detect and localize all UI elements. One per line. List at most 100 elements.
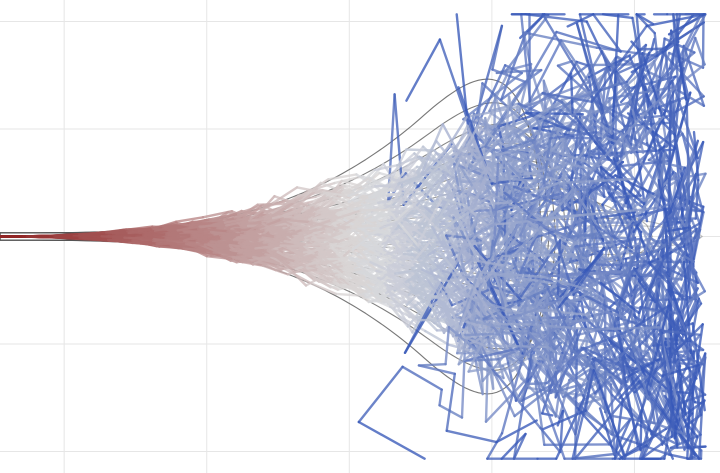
trajectory-91-segment-26 xyxy=(636,422,679,446)
trajectory-85-segment-26 xyxy=(574,357,595,436)
trajectory-143-segment-13 xyxy=(294,258,325,271)
trajectory-75-segment-21 xyxy=(451,155,487,174)
trajectory-140-segment-14 xyxy=(340,283,370,294)
trajectory-142-segment-12 xyxy=(301,219,333,232)
trajectory-139-segment-14 xyxy=(348,237,378,273)
trajectory-122-segment-23 xyxy=(629,115,665,155)
trajectory-117-segment-20 xyxy=(487,163,562,182)
trajectory-149-segment-27 xyxy=(659,329,676,440)
trajectory-127-segment-14 xyxy=(341,192,371,198)
trajectory-137-segment-25 xyxy=(595,263,645,267)
trajectory-132-segment-28 xyxy=(569,72,574,115)
trajectory-124-segment-28 xyxy=(613,158,652,266)
trajectory-103-segment-27 xyxy=(559,409,565,454)
trajectory-137-segment-22 xyxy=(570,188,574,231)
trajectory-126-segment-13 xyxy=(308,218,339,231)
trajectory-134-segment-27 xyxy=(590,24,648,104)
trajectory-147-segment-27 xyxy=(661,363,700,446)
trajectory-139-segment-23 xyxy=(481,314,519,321)
trajectory-149-segment-3 xyxy=(53,235,81,240)
trajectory-116-segment-18 xyxy=(440,131,472,183)
trajectory-130-segment-11 xyxy=(257,260,286,271)
trajectory-119-segment-15 xyxy=(361,204,386,221)
trajectory-127-segment-13 xyxy=(315,188,344,195)
trajectory-136-segment-8 xyxy=(196,227,229,233)
trajectory-130-segment-17 xyxy=(416,318,448,322)
trajectory-127-segment-24 xyxy=(548,81,621,113)
trajectory-115-segment-23 xyxy=(533,145,586,237)
trajectory-136-segment-24 xyxy=(684,161,691,229)
trajectory-141-segment-13 xyxy=(324,225,353,230)
trajectory-147-segment-22 xyxy=(591,326,660,331)
trajectory-143-segment-19 xyxy=(454,317,483,328)
trajectory-130-segment-21 xyxy=(467,364,505,373)
trajectory-128-segment-20 xyxy=(484,348,550,362)
trajectory-145-segment-18 xyxy=(420,268,451,283)
trajectory-114-segment-15 xyxy=(353,201,380,211)
trajectory-144-segment-22 xyxy=(518,297,528,361)
trajectory-135-segment-25 xyxy=(659,280,705,366)
trajectory-112-segment-23 xyxy=(444,326,451,366)
trajectory-112-segment-27 xyxy=(445,429,498,444)
trajectory-82-segment-24 xyxy=(542,288,576,352)
trajectory-127-segment-18 xyxy=(450,124,479,177)
trajectory-84-segment-27 xyxy=(671,79,677,150)
trajectory-146-segment-14 xyxy=(325,193,350,204)
trajectory-103-segment-17 xyxy=(424,329,450,346)
trajectory-130-segment-15 xyxy=(364,294,392,308)
trajectory-144-segment-23 xyxy=(518,331,554,361)
trajectory-143-segment-22 xyxy=(455,331,530,337)
trajectory-142-segment-24 xyxy=(648,151,667,236)
trajectory-149-segment-14 xyxy=(342,271,368,281)
trajectory-88-segment-16 xyxy=(389,233,414,284)
trajectory-79-segment-28 xyxy=(598,407,616,456)
trajectory-103-segment-28 xyxy=(556,409,565,427)
trajectory-146-segment-25 xyxy=(677,36,697,92)
trajectory-116-segment-26 xyxy=(555,30,622,53)
trajectory-111-segment-17 xyxy=(429,259,455,293)
trajectory-78-segment-15 xyxy=(368,176,396,193)
trajectory-124-segment-26 xyxy=(639,237,684,300)
trajectory-130-segment-13 xyxy=(309,281,338,296)
trajectory-146-segment-19 xyxy=(448,144,476,163)
trajectory-129-segment-16 xyxy=(384,283,411,297)
trajectory-139-segment-26 xyxy=(577,329,632,353)
trajectory-144-segment-27 xyxy=(571,369,595,460)
trajectory-106-segment-21 xyxy=(452,216,466,272)
trajectory-134-segment-6 xyxy=(126,226,154,233)
trajectory-127-segment-17 xyxy=(421,145,454,177)
trajectory-108-segment-14 xyxy=(338,202,364,215)
trajectory-142-segment-6 xyxy=(141,232,168,237)
trajectory-49-segment-28 xyxy=(541,412,554,417)
trajectory-149-segment-22 xyxy=(568,289,594,305)
trajectory-134-segment-22 xyxy=(560,90,592,102)
trajectory-137-segment-11 xyxy=(261,222,293,243)
trajectory-131-segment-23 xyxy=(633,236,651,286)
trajectory-142-segment-21 xyxy=(581,209,637,217)
trajectory-137-segment-8 xyxy=(182,229,212,234)
trajectory-146-segment-11 xyxy=(248,216,275,222)
trajectory-125-segment-14 xyxy=(335,235,364,255)
trajectory-122-segment-12 xyxy=(293,206,322,219)
trajectory-116-segment-17 xyxy=(413,152,443,183)
trajectory-148-segment-22 xyxy=(526,197,544,221)
trajectory-81-segment-26 xyxy=(681,132,704,213)
trajectory-73-segment-27 xyxy=(524,13,588,23)
trajectory-134-segment-28 xyxy=(645,13,706,28)
trajectory-130-segment-14 xyxy=(334,292,367,298)
trajectory-128-segment-27 xyxy=(512,432,527,460)
trajectory-122-segment-15 xyxy=(368,187,395,200)
trajectory-122-segment-20 xyxy=(494,147,549,183)
trajectory-131-segment-16 xyxy=(386,246,413,256)
trajectory-116-segment-22 xyxy=(517,157,540,168)
trajectory-148-segment-14 xyxy=(329,242,355,251)
trajectory-96-segment-28 xyxy=(541,409,587,431)
trajectory-149-segment-11 xyxy=(264,253,297,263)
trajectory-86-segment-27 xyxy=(629,103,672,163)
trajectory-134-segment-10 xyxy=(223,216,252,224)
trajectory-104-segment-27 xyxy=(623,340,667,460)
trajectory-138-segment-20 xyxy=(492,269,511,315)
trajectory-145-segment-23 xyxy=(546,274,608,307)
trajectory-146-segment-8 xyxy=(176,225,201,232)
trajectory-100-segment-26 xyxy=(682,44,706,108)
